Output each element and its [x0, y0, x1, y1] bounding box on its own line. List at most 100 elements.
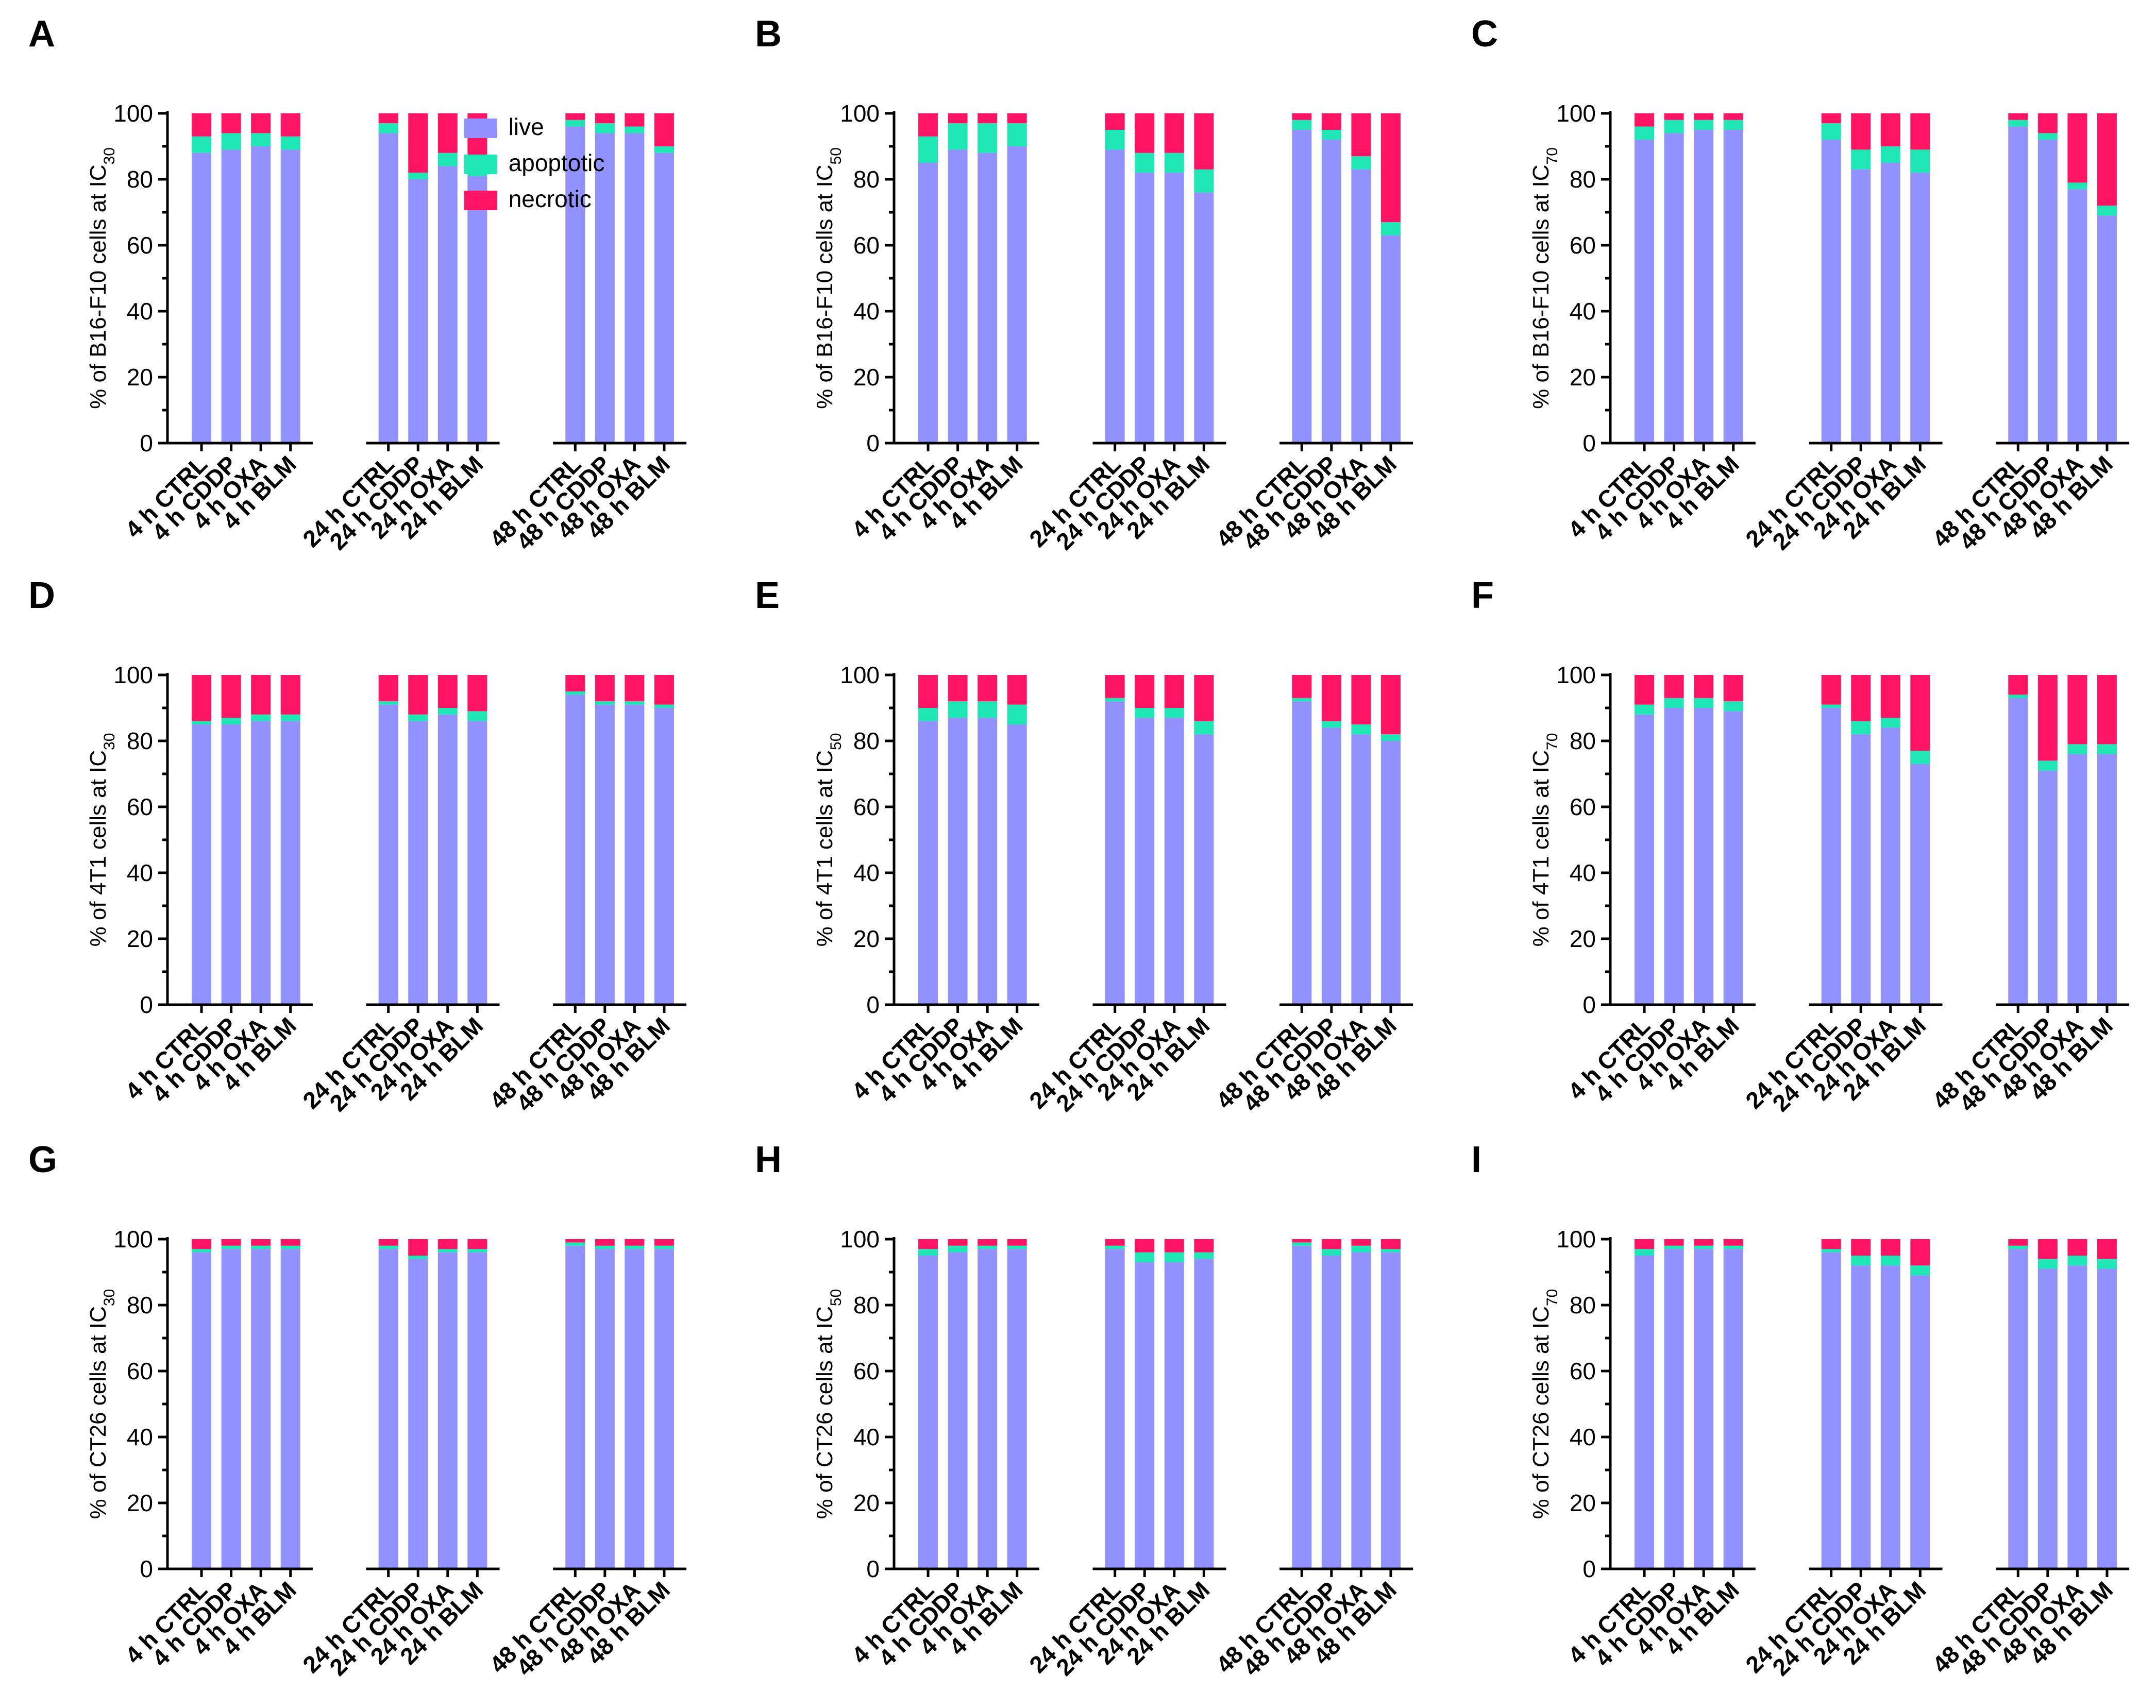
bar-segment-apoptotic	[1821, 123, 1841, 140]
y-tick-label: 100	[840, 1226, 880, 1253]
y-tick-label: 0	[866, 991, 880, 1018]
bar-segment-live	[1164, 718, 1184, 1005]
bar-segment-live	[1007, 1249, 1027, 1569]
bar-segment-live	[2067, 1265, 2087, 1569]
y-tick-label: 60	[853, 232, 880, 259]
bar-segment-necrotic	[1635, 113, 1655, 127]
bar-segment-apoptotic	[1007, 1245, 1027, 1249]
y-tick-label: 60	[127, 793, 153, 820]
legend-label-necrotic: necrotic	[509, 185, 592, 212]
bar-segment-live	[221, 724, 241, 1005]
bar-segment-live	[1880, 1265, 1900, 1569]
y-tick-label: 20	[1570, 364, 1596, 391]
bar-segment-necrotic	[918, 1239, 938, 1249]
bar-segment-necrotic	[378, 675, 398, 702]
bar-segment-necrotic	[437, 1239, 458, 1249]
y-tick-label: 80	[1570, 166, 1596, 193]
bar-segment-live	[1723, 711, 1743, 1005]
y-axis-title-main: % of CT26 cells at IC	[86, 1306, 111, 1519]
bar-segment-live	[1105, 149, 1125, 443]
bar-segment-necrotic	[1880, 113, 1900, 146]
y-tick-label: 0	[1582, 1555, 1596, 1582]
y-axis-title: % of 4T1 cells at IC30	[86, 733, 118, 947]
bar-segment-apoptotic	[1851, 1256, 1871, 1266]
bar-segment-necrotic	[2097, 1239, 2117, 1259]
bar-segment-necrotic	[918, 675, 938, 708]
legend-swatch-necrotic	[464, 191, 497, 210]
y-tick-label: 20	[853, 364, 880, 391]
bar-segment-necrotic	[1351, 1239, 1371, 1246]
bar-segment-necrotic	[408, 1239, 428, 1256]
bar-segment-necrotic	[280, 1239, 300, 1246]
bar-segment-apoptotic	[467, 711, 487, 721]
bar-segment-necrotic	[625, 675, 645, 702]
y-tick-label: 100	[113, 1226, 153, 1253]
bar-segment-necrotic	[1351, 113, 1371, 157]
bar-segment-live	[408, 179, 428, 443]
bar-segment-live	[1851, 734, 1871, 1005]
bar-segment-live	[595, 133, 615, 443]
bar-segment-apoptotic	[1821, 704, 1841, 708]
bar-segment-live	[2097, 1269, 2117, 1569]
y-tick-label: 80	[127, 1292, 153, 1318]
bar-segment-live	[1321, 728, 1341, 1005]
y-axis-title: % of CT26 cells at IC70	[1528, 1289, 1561, 1519]
bar-segment-live	[1635, 714, 1655, 1005]
y-axis-title-sub: 70	[1544, 147, 1561, 164]
bar-segment-live	[378, 1249, 398, 1569]
bar-segment-live	[1694, 1249, 1714, 1569]
bar-segment-live	[595, 704, 615, 1005]
y-tick-label: 20	[127, 925, 153, 952]
bar-segment-live	[625, 704, 645, 1005]
bar-segment-apoptotic	[1664, 1245, 1684, 1249]
bar-segment-apoptotic	[221, 133, 241, 150]
bar-segment-live	[948, 1252, 968, 1569]
bar-segment-apoptotic	[280, 714, 300, 721]
bar-segment-necrotic	[1723, 113, 1743, 120]
bar-segment-apoptotic	[2097, 1259, 2117, 1269]
bar-segment-live	[2097, 215, 2117, 443]
y-tick-label: 100	[113, 662, 153, 688]
bar-segment-apoptotic	[408, 1256, 428, 1259]
bar-segment-apoptotic	[1694, 120, 1714, 130]
bar-segment-necrotic	[1135, 1239, 1155, 1253]
bar-segment-necrotic	[1007, 113, 1027, 124]
y-tick-label: 20	[127, 1490, 153, 1516]
bar-segment-apoptotic	[280, 136, 300, 150]
bar-segment-live	[2067, 754, 2087, 1005]
bar-segment-necrotic	[251, 675, 271, 715]
bar-segment-necrotic	[378, 113, 398, 124]
bar-segment-necrotic	[2008, 675, 2028, 695]
bar-segment-apoptotic	[1910, 751, 1930, 764]
bar-segment-apoptotic	[2008, 120, 2028, 127]
bar-segment-live	[280, 721, 300, 1005]
bar-segment-necrotic	[1380, 675, 1401, 735]
bar-segment-apoptotic	[654, 1245, 674, 1249]
bar-segment-apoptotic	[1380, 734, 1401, 741]
bar-segment-apoptotic	[1880, 1256, 1900, 1266]
bar-segment-live	[1007, 146, 1027, 443]
y-tick-label: 20	[1570, 925, 1596, 952]
bar-segment-necrotic	[1292, 1239, 1312, 1243]
bar-segment-necrotic	[565, 675, 585, 691]
bar-segment-necrotic	[1380, 113, 1401, 223]
bar-segment-live	[1694, 708, 1714, 1005]
y-tick-label: 20	[1570, 1490, 1596, 1516]
y-axis-title: % of 4T1 cells at IC70	[1528, 733, 1561, 947]
bar-segment-live	[467, 176, 487, 444]
y-tick-label: 100	[113, 100, 153, 127]
bar-segment-apoptotic	[1851, 149, 1871, 170]
y-tick-label: 20	[853, 1490, 880, 1516]
bar-segment-apoptotic	[1321, 721, 1341, 728]
bar-segment-apoptotic	[2008, 1245, 2028, 1249]
bar-segment-necrotic	[408, 675, 428, 715]
bar-segment-live	[378, 133, 398, 443]
bar-segment-necrotic	[1194, 675, 1214, 721]
bar-segment-live	[1635, 140, 1655, 443]
bar-segment-live	[251, 146, 271, 443]
bar-segment-necrotic	[437, 113, 458, 153]
bar-segment-apoptotic	[978, 1245, 998, 1249]
bar-segment-live	[1821, 708, 1841, 1005]
